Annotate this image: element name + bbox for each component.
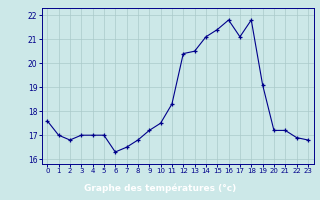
Text: Graphe des températures (°c): Graphe des températures (°c) <box>84 184 236 193</box>
